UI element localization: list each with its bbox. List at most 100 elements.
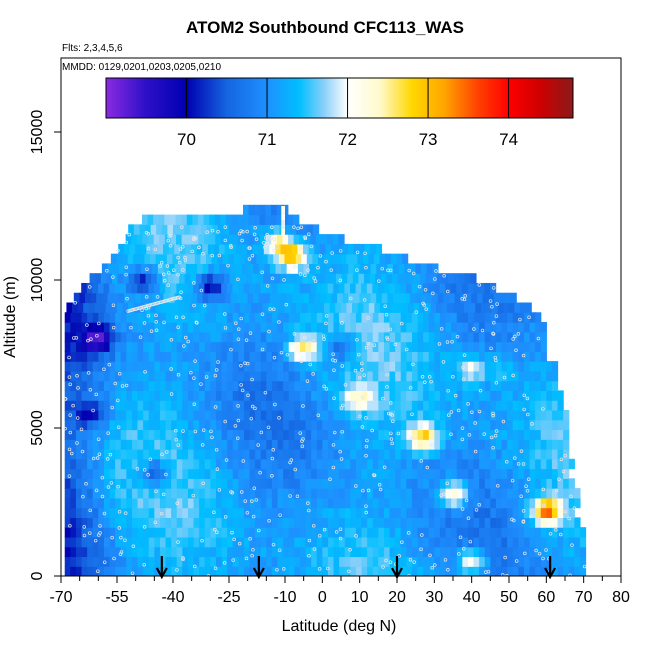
field-cell xyxy=(150,253,157,265)
sample-marker xyxy=(125,296,129,301)
field-cell xyxy=(249,351,256,362)
sample-marker xyxy=(250,499,254,503)
field-cell xyxy=(451,439,458,450)
field-cell xyxy=(299,312,307,323)
field-cell xyxy=(243,517,251,528)
field-cell xyxy=(262,224,269,235)
field-cell xyxy=(163,263,170,274)
field-cell xyxy=(107,263,114,274)
sample-marker xyxy=(451,375,455,379)
field-cell xyxy=(165,488,172,499)
sample-marker xyxy=(142,562,146,567)
field-cell xyxy=(333,458,340,470)
field-cell xyxy=(512,449,519,460)
field-cell xyxy=(327,449,335,460)
field-cell xyxy=(268,224,275,235)
sample-marker xyxy=(117,371,122,376)
field-cell xyxy=(484,507,491,518)
field-cell xyxy=(204,234,211,245)
field-cell xyxy=(393,263,400,274)
field-cell xyxy=(495,351,503,362)
field-cell xyxy=(228,302,236,313)
sample-marker xyxy=(192,402,197,407)
field-cell xyxy=(204,282,211,294)
field-cell xyxy=(145,224,152,235)
field-cell xyxy=(137,312,144,323)
field-cell xyxy=(501,536,508,548)
field-cell xyxy=(271,536,279,548)
field-cell xyxy=(551,380,559,392)
field-cell xyxy=(277,341,284,352)
field-cell xyxy=(126,429,133,440)
sample-marker xyxy=(568,573,572,576)
field-cell xyxy=(64,458,71,470)
field-cell xyxy=(484,439,491,450)
field-cell xyxy=(372,351,379,362)
field-cell xyxy=(208,292,215,304)
field-cell xyxy=(479,400,486,411)
field-cell xyxy=(484,546,491,558)
field-cell xyxy=(271,380,279,392)
field-cell xyxy=(103,370,111,382)
field-cell xyxy=(314,263,321,274)
field-cell xyxy=(182,400,189,411)
field-cell xyxy=(333,331,340,343)
field-cell xyxy=(141,292,148,304)
field-cell xyxy=(89,273,96,284)
field-cell xyxy=(220,234,228,245)
field-cell xyxy=(546,380,553,392)
field-cell xyxy=(294,497,301,509)
field-cell xyxy=(98,429,105,440)
field-cell xyxy=(199,331,206,343)
field-cell xyxy=(187,341,195,352)
field-cell xyxy=(171,536,178,548)
field-cell xyxy=(87,331,94,343)
field-cell xyxy=(339,527,346,538)
field-cell xyxy=(260,507,267,518)
field-cell xyxy=(484,458,491,470)
field-cell xyxy=(260,361,267,372)
sample-marker xyxy=(181,244,185,249)
field-cell xyxy=(361,546,368,558)
field-cell xyxy=(445,536,452,548)
field-cell xyxy=(512,351,519,362)
field-cell xyxy=(87,351,94,362)
field-cell xyxy=(333,439,340,450)
field-cell xyxy=(70,341,77,352)
field-cell xyxy=(339,478,346,489)
field-cell xyxy=(238,468,245,479)
field-cell xyxy=(148,380,155,392)
field-cell xyxy=(423,556,430,567)
field-cell xyxy=(316,400,323,411)
field-cell xyxy=(417,468,424,479)
sample-marker xyxy=(166,270,171,275)
field-cell xyxy=(456,351,463,362)
field-cell xyxy=(271,322,279,333)
field-cell xyxy=(507,527,514,538)
field-cell xyxy=(176,546,183,558)
field-cell xyxy=(243,488,251,499)
field-cell xyxy=(507,370,514,382)
field-cell xyxy=(378,546,385,558)
field-cell xyxy=(495,556,503,567)
field-cell xyxy=(406,488,413,499)
field-cell xyxy=(523,507,531,518)
field-cell xyxy=(529,322,536,333)
field-cell xyxy=(451,507,458,518)
field-cell xyxy=(518,331,525,343)
field-cell xyxy=(126,390,133,401)
sample-marker xyxy=(324,259,328,264)
field-cell xyxy=(266,546,273,558)
field-cell xyxy=(182,546,189,558)
field-cell xyxy=(367,341,374,352)
x-tick-label: 20 xyxy=(388,589,406,606)
field-cell xyxy=(406,400,413,411)
field-cell xyxy=(221,429,228,440)
field-cell xyxy=(344,556,351,567)
field-cell xyxy=(316,370,323,382)
field-cell xyxy=(255,527,262,538)
field-cell xyxy=(126,370,133,382)
field-cell xyxy=(495,468,503,479)
field-cell xyxy=(201,273,208,284)
field-cell xyxy=(312,253,319,265)
